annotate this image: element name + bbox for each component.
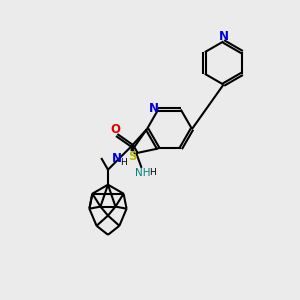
Text: NH: NH [135,168,151,178]
Text: H: H [120,158,127,167]
Text: N: N [112,152,122,165]
Text: N: N [149,101,159,115]
Text: O: O [110,124,120,136]
Text: S: S [128,149,137,163]
Text: H: H [150,168,156,177]
Text: N: N [218,30,229,44]
